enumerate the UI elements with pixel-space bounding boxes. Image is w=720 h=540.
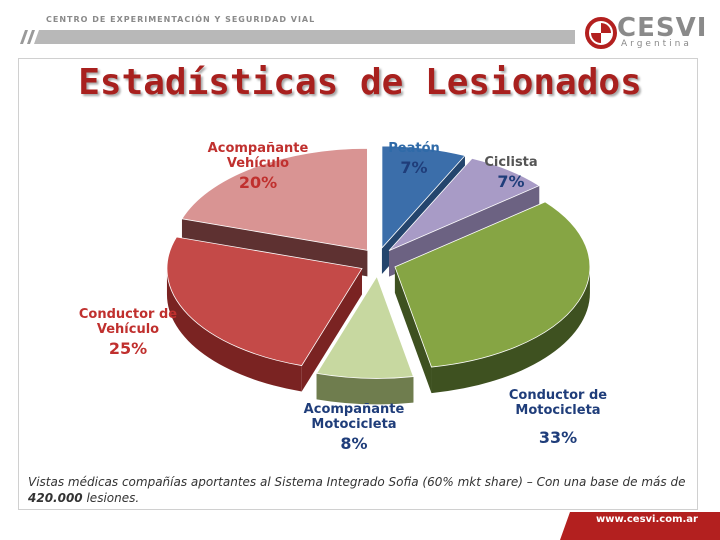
slice-value-label: 20% (239, 173, 277, 192)
slice-label: Conductor de (79, 307, 177, 322)
caption-bold-count: 420.000 (28, 491, 83, 505)
slice-label: Vehículo (97, 322, 159, 337)
cesvi-logo: CESVI Argentina (585, 15, 706, 51)
slice-label: Peatón (388, 141, 440, 156)
pie-slice (166, 236, 363, 392)
slice-label: Ciclista (484, 155, 537, 170)
slice-label: Motocicleta (311, 417, 396, 432)
logo-subtitle: Argentina (621, 39, 692, 49)
slice-label: Vehículo (227, 156, 289, 171)
caption-text-after: lesiones. (82, 491, 140, 505)
header-bar (20, 30, 575, 44)
slice-value-label: 8% (340, 434, 367, 453)
cesvi-emblem-icon (585, 17, 617, 49)
slice-label: Acompañante (304, 402, 405, 417)
slice-label: Conductor de (509, 388, 607, 403)
slice-value-label: 7% (400, 158, 427, 177)
pie-slice (394, 201, 591, 394)
logo-word: CESVI (617, 13, 708, 43)
slice-value-label: 7% (497, 172, 524, 191)
header-org-name: CENTRO DE EXPERIMENTACIÓN Y SEGURIDAD VI… (46, 15, 316, 24)
slice-value-label: 25% (109, 339, 147, 358)
slice-label: Motocicleta (515, 403, 600, 418)
chart-title: Estadísticas de Lesionados (78, 62, 642, 103)
pie-slice (315, 275, 414, 405)
content-frame (18, 58, 698, 510)
footer-url[interactable]: www.cesvi.com.ar (596, 514, 698, 525)
footer-bar (560, 512, 720, 540)
slice-label: Acompañante (208, 141, 309, 156)
caption-text-before: Vistas médicas compañías aportantes al S… (28, 475, 686, 489)
slice-value-label: 33% (539, 428, 577, 447)
caption: Vistas médicas compañías aportantes al S… (28, 474, 698, 506)
